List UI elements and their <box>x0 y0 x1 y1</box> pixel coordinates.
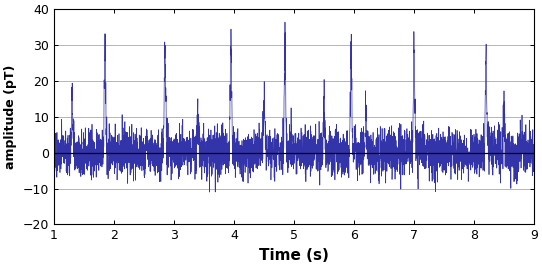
X-axis label: Time (s): Time (s) <box>259 248 329 263</box>
Y-axis label: amplitude (pT): amplitude (pT) <box>4 65 17 169</box>
